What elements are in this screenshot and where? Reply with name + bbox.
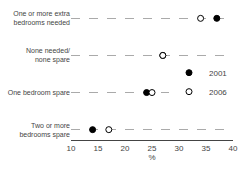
svg-text:40: 40 (229, 144, 238, 153)
svg-text:20: 20 (121, 144, 130, 153)
svg-text:2001: 2001 (209, 69, 227, 78)
svg-text:30: 30 (175, 144, 184, 153)
svg-text:35: 35 (202, 144, 211, 153)
svg-text:Two or morebedrooms spare: Two or morebedrooms spare (19, 122, 70, 139)
svg-text:None needed/none spare: None needed/none spare (26, 47, 70, 64)
svg-text:One bedroom spare: One bedroom spare (8, 89, 70, 97)
svg-text:25: 25 (148, 144, 157, 153)
svg-text:One or more extrabedrooms need: One or more extrabedrooms needed (13, 10, 70, 26)
svg-text:10: 10 (67, 144, 76, 153)
svg-text:2006: 2006 (209, 88, 227, 97)
svg-text:15: 15 (94, 144, 103, 153)
svg-text:%: % (148, 153, 155, 162)
